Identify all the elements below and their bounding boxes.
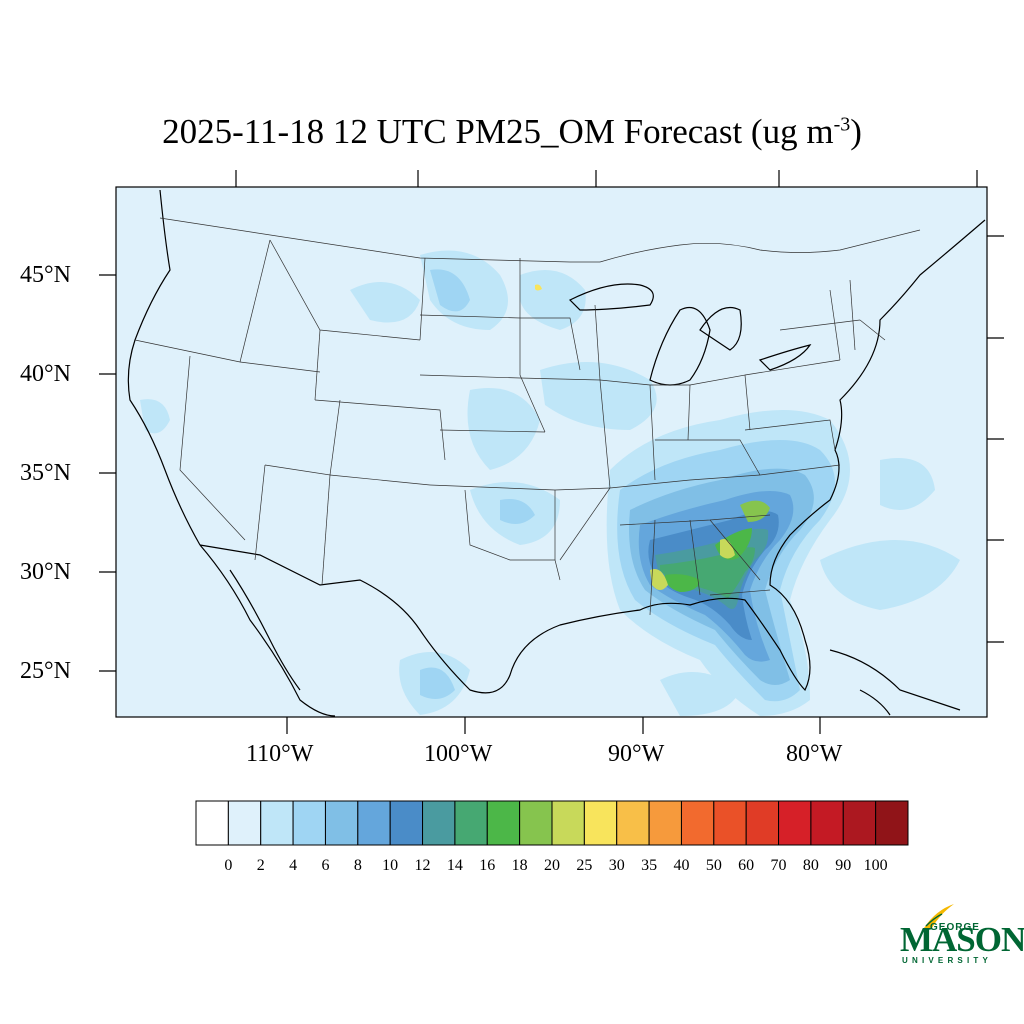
colorbar-label: 20 bbox=[544, 857, 560, 874]
colorbar-label: 18 bbox=[511, 857, 528, 874]
lon-label-80w: 80°W bbox=[786, 741, 843, 767]
bottom-ticks bbox=[286, 717, 821, 734]
top-ticks bbox=[235, 170, 978, 187]
colorbar-label: 0 bbox=[224, 857, 233, 874]
colorbar-swatch bbox=[292, 800, 326, 846]
lon-label-90w: 90°W bbox=[608, 741, 665, 767]
colorbar-swatch bbox=[486, 800, 521, 846]
colorbar-label: 70 bbox=[770, 857, 787, 874]
colorbar-label: 100 bbox=[863, 857, 888, 874]
colorbar-swatch bbox=[875, 800, 909, 846]
lat-label-35n: 35°N bbox=[20, 460, 71, 486]
colorbar-label: 50 bbox=[705, 857, 722, 874]
colorbar-label: 40 bbox=[673, 857, 690, 874]
colorbar-label: 2 bbox=[256, 857, 265, 874]
coastlines bbox=[127, 189, 986, 717]
map-background bbox=[116, 187, 987, 717]
state-boundaries bbox=[134, 217, 921, 616]
colorbar-label: 90 bbox=[835, 857, 852, 874]
lon-label-110w: 110°W bbox=[246, 741, 314, 767]
colorbar-swatch bbox=[842, 800, 877, 846]
colorbar-swatch bbox=[648, 800, 682, 846]
colorbar-swatch bbox=[454, 800, 488, 846]
colorbar-label: 25 bbox=[576, 857, 593, 874]
colorbar-label: 6 bbox=[321, 857, 330, 874]
colorbar-swatch bbox=[324, 800, 359, 846]
lon-label-100w: 100°W bbox=[424, 741, 493, 767]
colorbar-swatch bbox=[745, 800, 780, 846]
colorbar-swatch bbox=[713, 800, 747, 846]
logo-swoosh-icon bbox=[924, 904, 954, 928]
colorbar-swatch bbox=[551, 800, 585, 846]
lat-label-30n: 30°N bbox=[20, 559, 71, 585]
logo-george: GEORGE bbox=[930, 922, 980, 933]
colorbar-label: 30 bbox=[608, 857, 625, 874]
colorbar bbox=[195, 800, 909, 846]
colorbar-label: 10 bbox=[382, 857, 399, 874]
colorbar-swatch bbox=[260, 800, 294, 846]
colorbar-swatch bbox=[680, 800, 715, 846]
left-ticks bbox=[99, 274, 116, 672]
map-frame bbox=[115, 186, 988, 718]
colorbar-swatch bbox=[519, 800, 553, 846]
colorbar-label: 14 bbox=[446, 857, 463, 874]
lat-label-40n: 40°N bbox=[20, 361, 71, 387]
colorbar-label: 80 bbox=[802, 857, 819, 874]
logo-university: UNIVERSITY bbox=[902, 956, 993, 965]
colorbar-swatch bbox=[357, 800, 391, 846]
colorbar-swatch bbox=[227, 800, 262, 846]
colorbar-swatch bbox=[195, 800, 229, 846]
colorbar-swatch bbox=[778, 800, 812, 846]
map-title: 2025-11-18 12 UTC PM25_OM Forecast (ug m… bbox=[162, 112, 862, 151]
colorbar-label: 8 bbox=[353, 857, 362, 874]
right-ticks bbox=[987, 235, 1004, 643]
colorbar-label: 12 bbox=[414, 857, 431, 874]
colorbar-label: 4 bbox=[289, 857, 298, 874]
colorbar-swatch bbox=[616, 800, 650, 846]
lat-label-25n: 25°N bbox=[20, 658, 71, 684]
colorbar-swatch bbox=[583, 800, 618, 846]
colorbar-swatch bbox=[389, 800, 424, 846]
logo-mason: MASON bbox=[900, 920, 1024, 959]
colorbar-swatch bbox=[422, 800, 456, 846]
colorbar-label: 60 bbox=[738, 857, 755, 874]
lat-label-45n: 45°N bbox=[20, 262, 71, 288]
george-mason-logo: GEORGE MASON UNIVERSITY bbox=[896, 900, 1024, 970]
colorbar-label: 35 bbox=[641, 857, 658, 874]
colorbar-label: 16 bbox=[479, 857, 496, 874]
colorbar-swatch bbox=[810, 800, 844, 846]
